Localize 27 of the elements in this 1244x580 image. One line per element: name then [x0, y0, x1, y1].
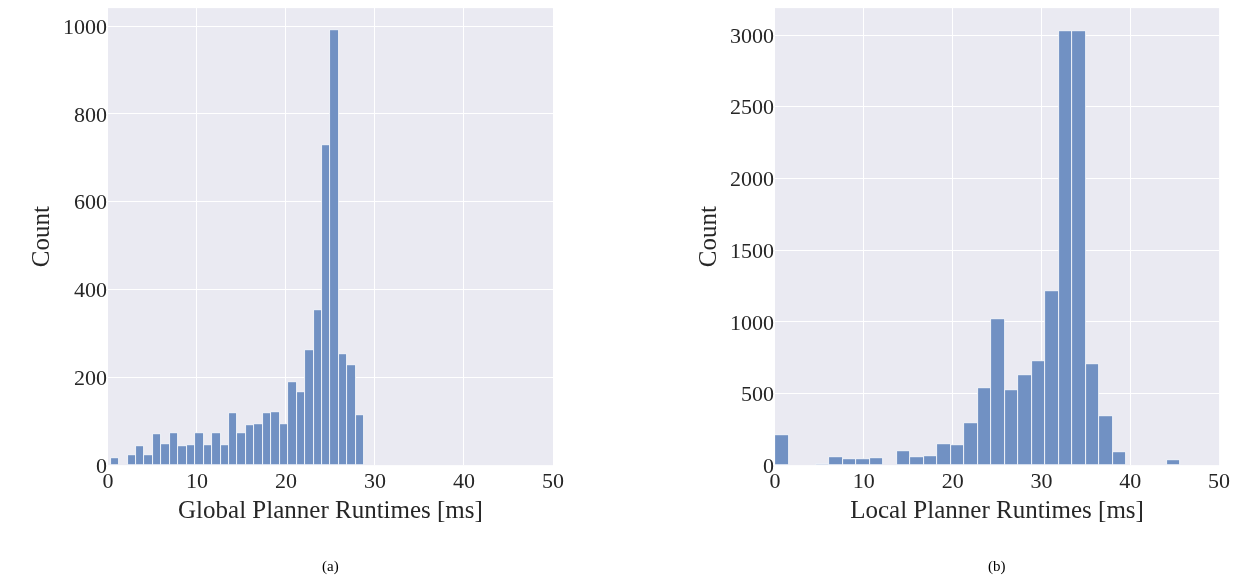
y-tick-label: 800: [73, 101, 107, 127]
x-tick-label: 50: [1208, 468, 1231, 494]
x-tick-label: 30: [363, 468, 386, 494]
x-tick-label: 20: [941, 468, 964, 494]
x-tick-label: 40: [1119, 468, 1142, 494]
y-axis-title: Count: [693, 206, 721, 268]
y-tick-label: 400: [73, 277, 107, 303]
y-tick-label: 600: [73, 189, 107, 215]
y-tick-label: 2500: [730, 94, 775, 120]
y-tick-label: 1000: [730, 309, 775, 335]
x-tick-label: 10: [185, 468, 208, 494]
y-tick-label: 500: [741, 381, 775, 407]
y-tick-label: 200: [73, 365, 107, 391]
x-tick-label: 20: [274, 468, 297, 494]
y-tick-label: 1000: [62, 13, 107, 39]
x-tick-label: 40: [452, 468, 475, 494]
x-axis-title: Global Planner Runtimes [ms]: [178, 496, 483, 524]
y-tick-label: 2000: [730, 166, 775, 192]
x-axis-title: Local Planner Runtimes [ms]: [850, 496, 1144, 524]
x-tick-label: 50: [541, 468, 564, 494]
text: (a): [322, 558, 339, 575]
x-tick-label: 30: [1030, 468, 1053, 494]
text: (b): [988, 558, 1006, 575]
y-axis-title: Count: [26, 206, 54, 268]
y-tick-label: 1500: [730, 237, 775, 263]
x-tick-label: 10: [852, 468, 875, 494]
y-tick-label: 3000: [730, 22, 775, 48]
